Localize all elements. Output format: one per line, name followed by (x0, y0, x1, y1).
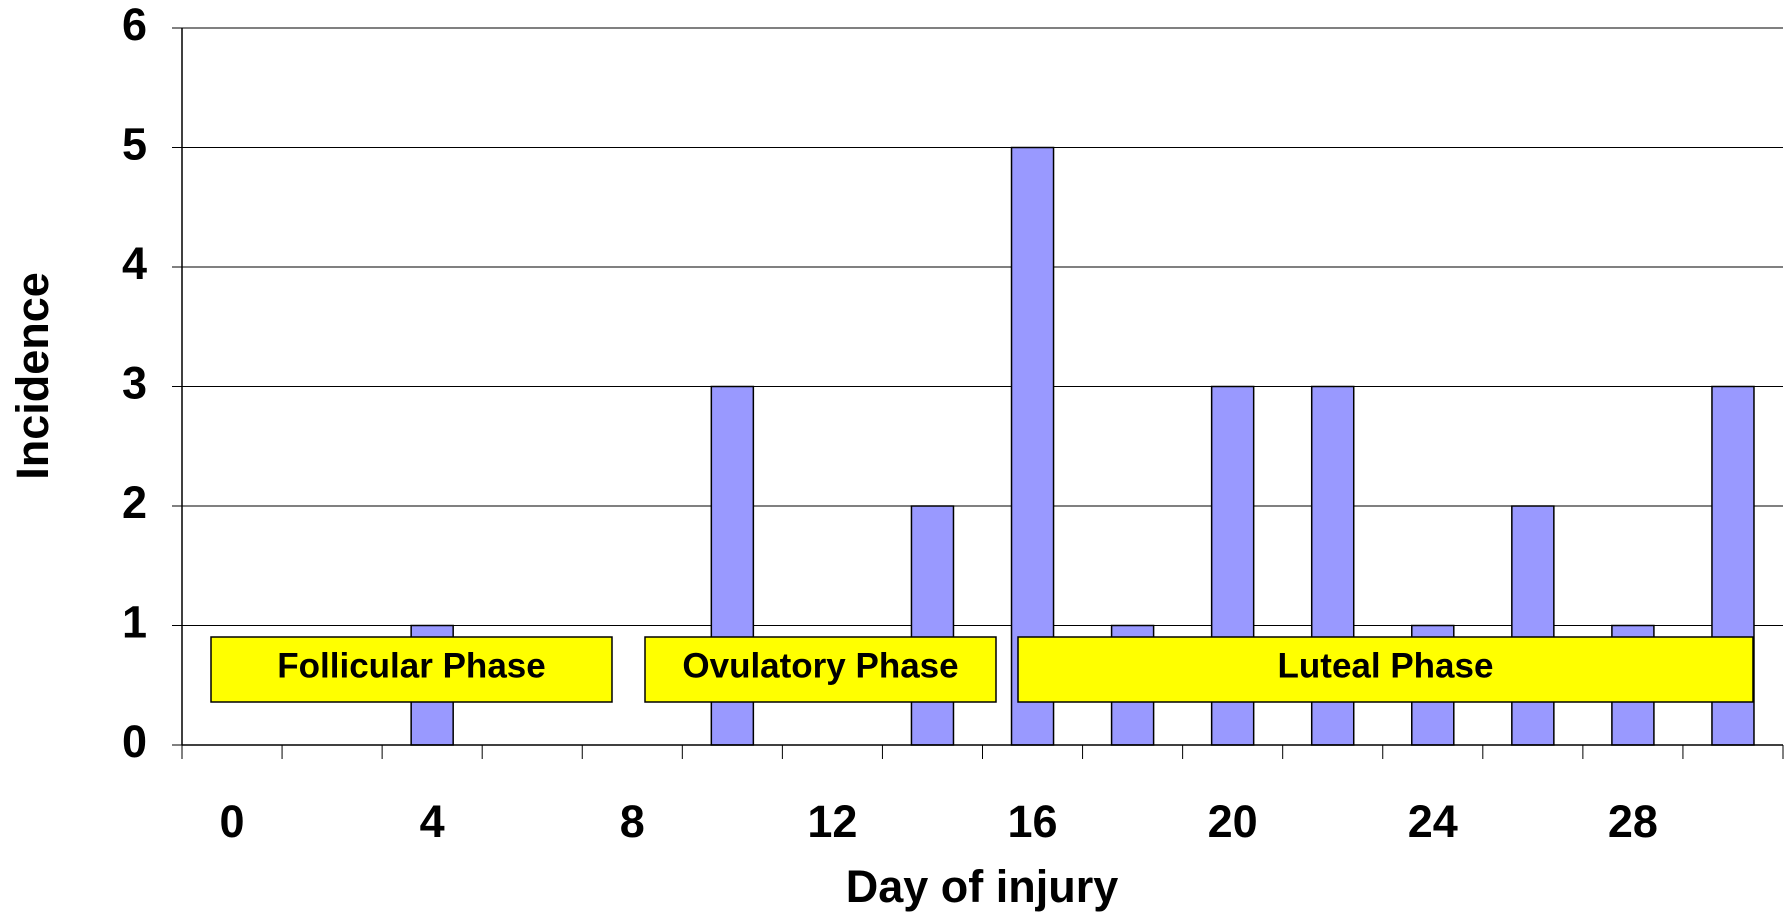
x-tick-label: 20 (1208, 796, 1258, 847)
x-axis-title: Day of injury (846, 861, 1119, 912)
y-tick-label: 3 (122, 357, 147, 408)
phase-label: Luteal Phase (1278, 646, 1494, 685)
phase-label: Ovulatory Phase (682, 646, 958, 685)
x-tick-label: 24 (1408, 796, 1458, 847)
x-tick-label: 4 (420, 796, 445, 847)
y-tick-label: 1 (122, 596, 147, 647)
bar (1511, 505, 1555, 746)
y-tick-label: 5 (122, 118, 147, 169)
x-tick-label: 8 (620, 796, 645, 847)
x-tick-label: 28 (1608, 796, 1658, 847)
x-tick-label: 0 (220, 796, 245, 847)
y-tick-label: 4 (122, 238, 147, 289)
phase-label: Follicular Phase (277, 646, 545, 685)
x-tick-label: 16 (1008, 796, 1058, 847)
phase-box (1017, 636, 1754, 703)
y-axis-title: Incidence (7, 272, 58, 480)
x-tick-label: 12 (807, 796, 857, 847)
phase-box (644, 636, 997, 703)
bar (910, 505, 955, 746)
y-tick-label: 6 (122, 0, 147, 50)
y-tick-label: 2 (122, 477, 147, 528)
phase-box (210, 636, 613, 703)
y-tick-label: 0 (122, 716, 147, 767)
